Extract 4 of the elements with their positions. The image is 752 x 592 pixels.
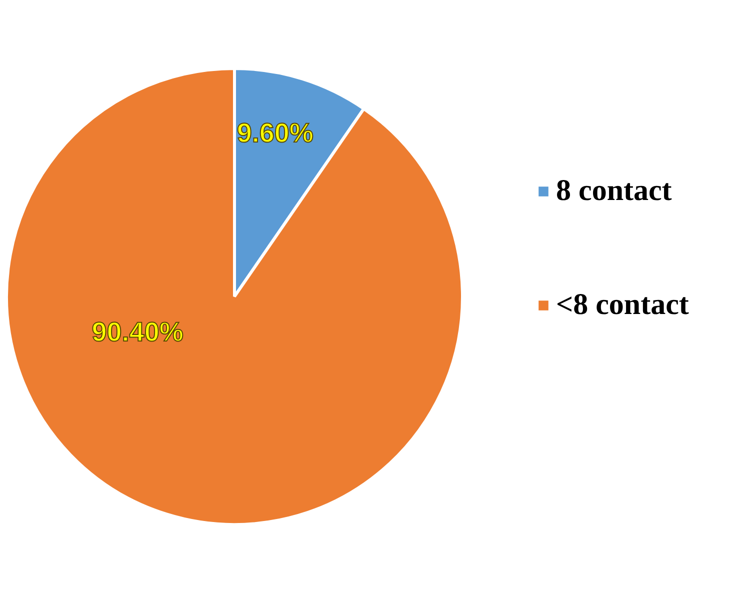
- legend-label: <8 contact: [556, 288, 689, 322]
- legend-label: 8 contact: [556, 174, 672, 208]
- data-label: 9.60%: [236, 118, 314, 148]
- data-label: 90.40%: [92, 316, 184, 347]
